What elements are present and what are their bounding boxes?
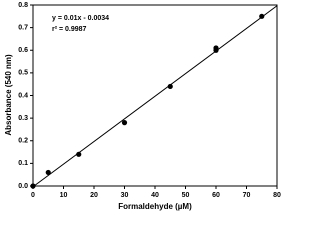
data-point [167,83,173,90]
x-tick-label: 30 [121,192,129,199]
y-tick-label: 0.2 [18,138,28,145]
x-tick-label: 80 [273,192,281,199]
trendline [32,5,278,188]
data-point [45,169,51,176]
y-tick-label: 0.6 [18,47,28,54]
x-axis-label: Formaldehyde (µM) [118,202,192,211]
data-point [259,13,265,19]
x-tick-label: 0 [31,192,35,199]
data-point [213,45,219,51]
x-tick-label: 60 [212,192,220,199]
y-tick-label: 0.7 [18,24,28,31]
y-tick-label: 0.3 [18,115,28,122]
y-tick-label: 0.0 [18,183,28,190]
y-tick-label: 0.4 [18,92,28,99]
annotation: r² = 0.9987 [52,26,87,33]
chart: Formaldehyde (µM) Absorbance (540 nm) y … [4,2,281,211]
y-tick-label: 0.1 [18,160,28,167]
x-tick-label: 70 [243,192,251,199]
x-tick-label: 10 [60,192,68,199]
x-tick-label: 50 [182,192,190,199]
data-point [121,120,128,126]
y-tick-label: 0.8 [18,2,28,9]
data-point [30,183,36,189]
annotation: y = 0.01x - 0.0034 [52,15,109,22]
x-tick-label: 40 [151,192,159,199]
y-tick-label: 0.5 [18,70,28,77]
data-point [76,151,82,157]
y-axis-label: Absorbance (540 nm) [4,54,13,136]
x-tick-label: 20 [90,192,98,199]
